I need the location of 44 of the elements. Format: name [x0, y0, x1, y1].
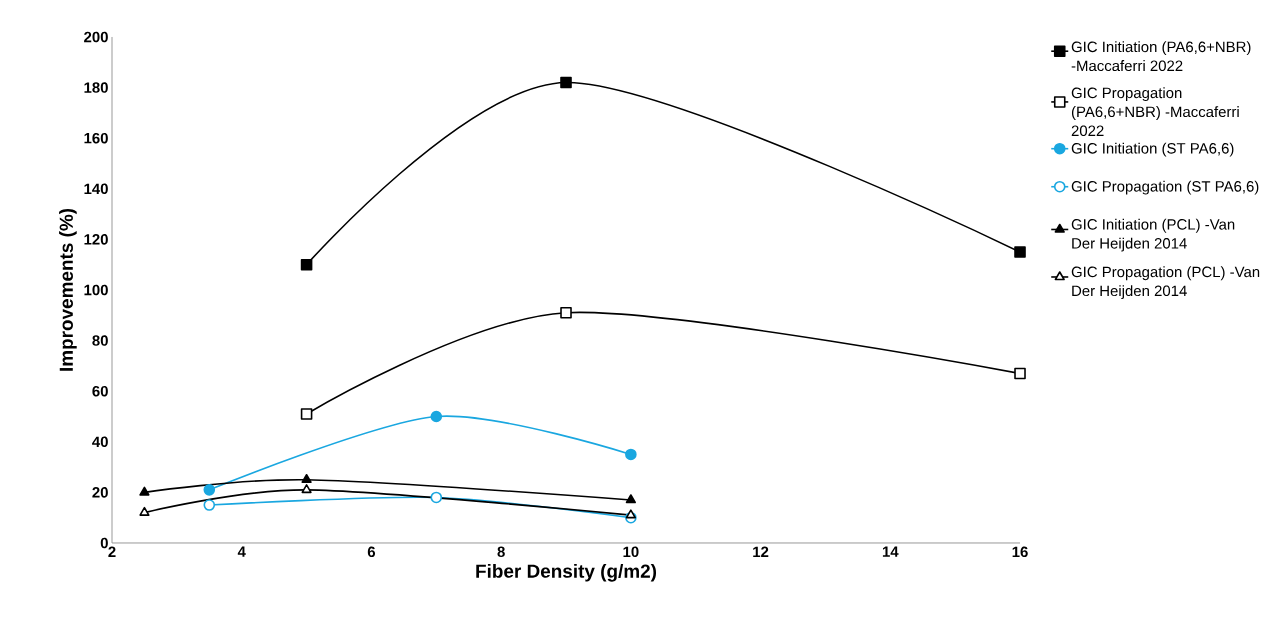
legend-label: GIC Initiation (ST PA6,6): [1071, 142, 1234, 157]
point: [625, 509, 636, 519]
point: [139, 506, 150, 516]
x-tick-label: 10: [623, 546, 639, 558]
y-tick-label: 60: [92, 385, 108, 397]
y-axis-title: Improvements (%): [59, 208, 77, 371]
y-tick-label: 100: [84, 284, 108, 296]
point: [560, 76, 572, 89]
legend-label: GIC Propagation (PA6,6+NBR) -Maccaferri 2022: [1071, 87, 1239, 137]
y-tick-label: 20: [92, 487, 108, 498]
y-tick-label: 120: [84, 234, 108, 245]
point: [203, 499, 216, 511]
point: [1014, 367, 1026, 380]
point: [301, 484, 312, 494]
y-tick-label: 40: [92, 436, 108, 448]
point: [430, 491, 443, 504]
x-tick-label: 4: [237, 546, 246, 557]
y-tick-label: 160: [84, 132, 108, 144]
legend-label: GIC Propagation (ST PA6,6): [1071, 180, 1259, 195]
point: [203, 484, 216, 496]
x-tick-label: 12: [753, 546, 769, 557]
point: [301, 473, 312, 484]
point: [625, 448, 637, 461]
x-tick-label: 16: [1012, 546, 1028, 558]
point: [625, 494, 636, 504]
point: [560, 306, 572, 319]
x-tick-label: 2: [108, 546, 116, 557]
point: [139, 486, 150, 496]
x-tick-label: 6: [367, 546, 376, 558]
x-axis-title: Fiber Density (g/m2): [476, 563, 657, 582]
y-tick-label: 140: [84, 183, 108, 195]
y-tick-label: 0: [100, 537, 108, 549]
legend-label: GIC Initiation (PCL) -Van Der Heijden 2014: [1071, 218, 1235, 252]
y-tick-label: 180: [84, 82, 108, 93]
point: [300, 258, 313, 271]
point: [300, 408, 313, 420]
x-tick-label: 14: [882, 546, 899, 557]
y-tick-label: 200: [84, 31, 108, 43]
legend-label: GIC Initiation (PA6,6+NBR) -Maccaferri 2022: [1071, 41, 1251, 72]
y-tick-label: 80: [92, 335, 108, 346]
point: [1014, 246, 1026, 258]
x-tick-label: 8: [497, 546, 505, 558]
point: [430, 410, 443, 423]
legend-label: GIC Propagation (PCL) -Van Der Heijden 2014: [1071, 266, 1260, 300]
